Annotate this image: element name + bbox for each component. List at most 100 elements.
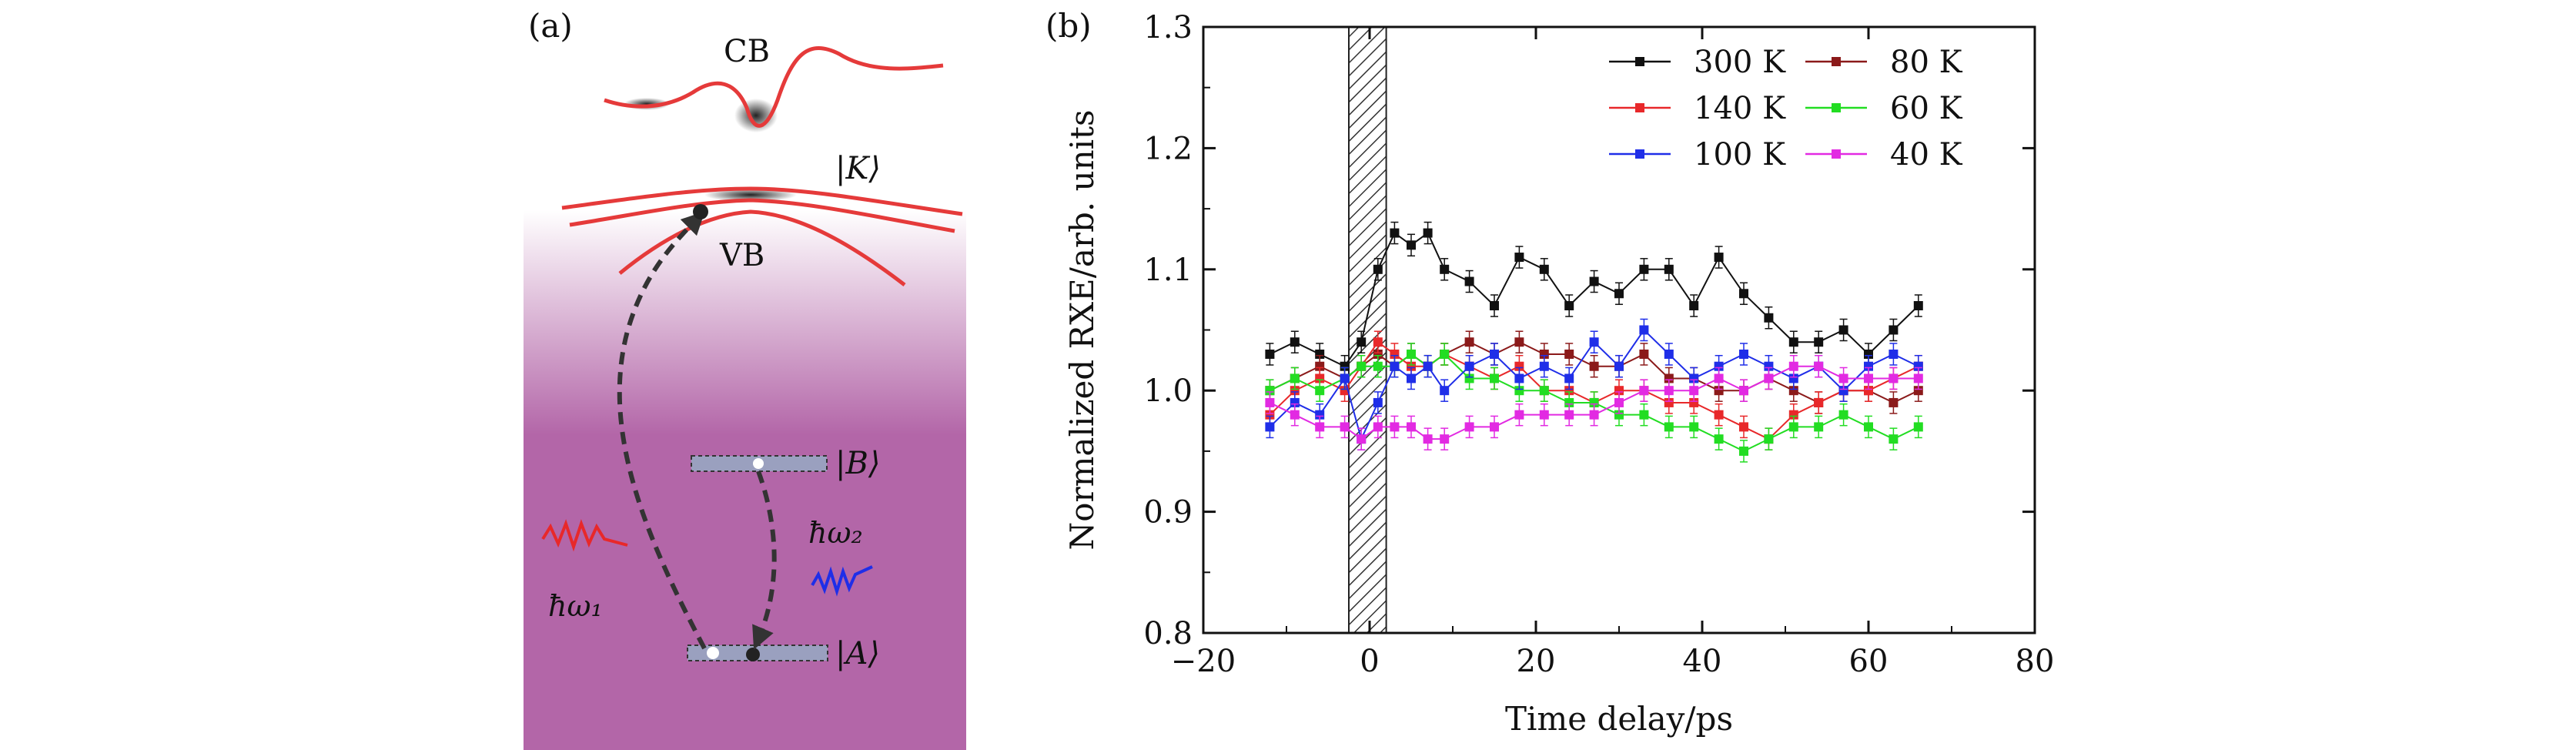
x-tick-label: 80 [2016,644,2055,679]
data-point [1340,361,1350,371]
legend-marker [1832,103,1841,112]
cb-label: CB [724,34,770,69]
legend-label: 80 K [1890,45,1963,80]
data-point [1788,410,1798,420]
data-point [1589,361,1599,371]
data-point [1373,264,1383,274]
data-point [1539,349,1549,359]
data-point [1290,410,1300,420]
data-point [1340,373,1350,383]
data-point [1864,361,1873,371]
data-point [1290,386,1300,396]
data-point [1614,289,1624,299]
state-b-electron [753,458,764,469]
data-point [1514,373,1524,383]
data-point [1514,253,1524,263]
data-point [1689,422,1699,432]
photon-2-label: ħω₂ [808,516,863,550]
data-point [1265,386,1275,396]
data-point [1838,386,1848,396]
data-point [1689,397,1699,407]
state-b-label: |B⟩ [835,446,880,481]
y-tick-label: 1.0 [1143,373,1193,409]
data-point [1913,422,1923,432]
legend-marker [1832,149,1841,159]
data-point [1589,276,1599,286]
data-point [1664,373,1674,383]
data-point [1373,422,1383,432]
data-point [1407,240,1416,250]
data-point [1464,361,1474,371]
data-point [1864,373,1873,383]
data-point [1913,386,1923,396]
data-point [1589,397,1599,407]
data-point [1814,337,1824,347]
data-point [1739,422,1748,432]
legend-marker [1635,149,1644,159]
data-point [1714,410,1724,420]
data-point [1357,337,1367,347]
data-point [1373,361,1383,371]
data-point [1464,422,1474,432]
data-point [1864,386,1873,396]
photon-1-label: ħω₁ [548,589,603,623]
data-point [1490,349,1499,359]
data-point [1464,337,1474,347]
data-point [1564,410,1574,420]
data-point [1564,373,1574,383]
data-point [1265,422,1275,432]
data-point [1390,349,1400,359]
legend-label: 60 K [1890,91,1963,126]
data-point [1814,397,1824,407]
data-point [1739,349,1748,359]
panel-a-label: (a) [528,7,573,45]
data-point [1739,446,1748,456]
data-point [1764,361,1774,371]
data-point [1564,386,1574,396]
data-point [1564,349,1574,359]
data-point [1864,349,1873,359]
data-point [1464,276,1474,286]
data-point [1788,361,1798,371]
data-point [1265,397,1275,407]
conduction-band-curve [604,46,944,128]
legend-label: 40 K [1890,137,1963,172]
data-point [1739,386,1748,396]
data-point [1639,349,1649,359]
data-point [1265,410,1275,420]
data-point [1764,373,1774,383]
data-point [1714,361,1724,371]
vb-label: VB [719,238,764,273]
data-point [1589,337,1599,347]
series-300k [1265,221,1923,378]
data-point [1315,422,1325,432]
photon-2-wave [811,565,873,597]
x-tick-label: −20 [1171,644,1236,679]
x-axis-label: Time delay/ps [1505,700,1733,738]
legend-marker [1635,103,1644,112]
data-point [1539,386,1549,396]
data-point [1788,373,1798,383]
panel-b: (b) −20 0 20 40 60 80 0.8 0.9 1.0 1.1 1.2 1.3 Time d… [1045,7,2054,738]
data-point [1639,264,1649,274]
data-point [1838,373,1848,383]
legend-label: 300 K [1694,45,1786,80]
data-point [1539,264,1549,274]
data-point [1838,410,1848,420]
data-point [1340,422,1350,432]
data-point [1407,373,1416,383]
data-point [1315,361,1325,371]
x-tick-label: 0 [1360,644,1379,679]
data-point [1664,422,1674,432]
valence-band-curve-2 [569,198,955,233]
x-tick-label: 40 [1683,644,1722,679]
data-point [1614,361,1624,371]
data-point [1764,313,1774,323]
data-point [1788,337,1798,347]
data-point [1514,410,1524,420]
data-point [1423,361,1433,371]
data-point [1373,397,1383,407]
data-point [1315,410,1325,420]
series-40k [1265,354,1923,450]
